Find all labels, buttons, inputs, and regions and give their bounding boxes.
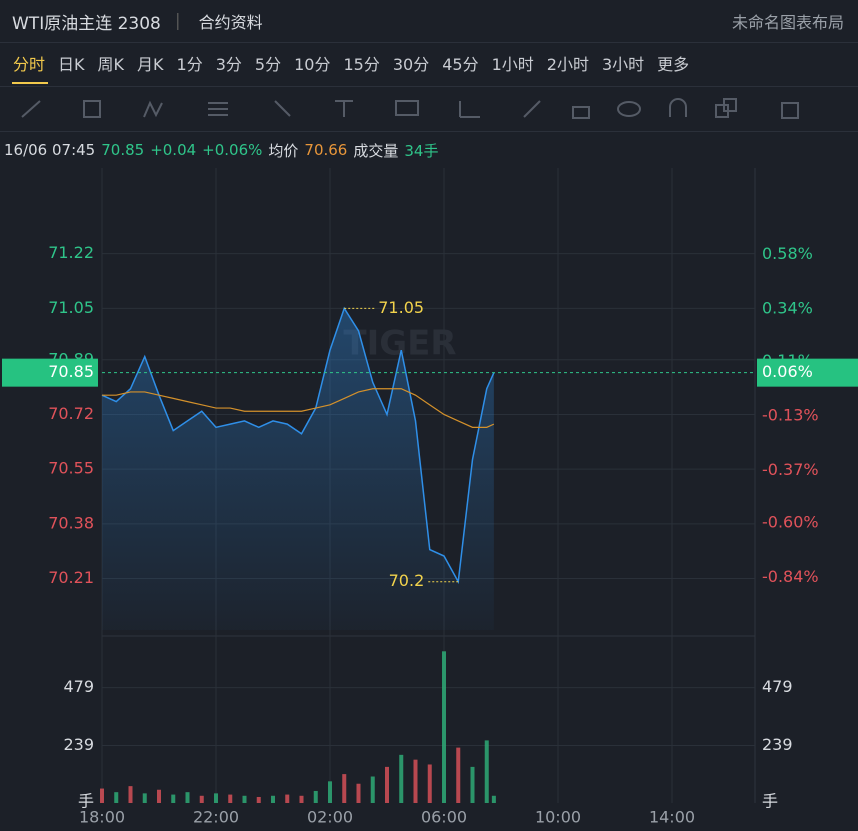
volume-bar	[427, 764, 432, 803]
y2-tick-label: -0.37%	[762, 460, 819, 479]
volume-bar	[199, 795, 204, 803]
volume-bar	[256, 796, 261, 803]
annotation-label: 71.05	[378, 298, 424, 317]
volume-bar	[356, 783, 361, 803]
watermark: TIGER	[343, 324, 456, 364]
period-tab[interactable]: 30分	[392, 55, 430, 74]
volume-bar	[128, 786, 133, 803]
x-tick-label: 18:00	[79, 808, 125, 827]
y2-tick-label: 0.11%	[762, 351, 813, 370]
y-tick-label: 70.89	[48, 349, 94, 368]
period-tab[interactable]: 45分	[442, 55, 479, 74]
toolbar-icons	[21, 98, 799, 119]
period-underline	[12, 82, 48, 84]
volume-bar	[228, 794, 233, 803]
volume-bar	[100, 788, 104, 803]
volume-bar	[214, 793, 218, 803]
period-tab[interactable]: 更多	[657, 55, 690, 74]
current-pct-label: 0.06%	[762, 362, 813, 381]
period-tab[interactable]: 2小时	[546, 55, 589, 74]
y2-tick-label: 0.34%	[762, 298, 813, 317]
volume-bar	[484, 740, 489, 803]
y-tick-label: 70.55	[48, 459, 94, 478]
current-tag	[757, 358, 858, 387]
y2-axis-unit: 手	[762, 792, 778, 811]
info-link[interactable]: 合约资料	[198, 13, 263, 32]
vol-label: 成交量	[353, 141, 399, 160]
x-tick-label: 14:00	[649, 808, 695, 827]
quote-change-pct: +0.06%	[202, 141, 263, 159]
y-tick-label: 239	[63, 735, 94, 754]
toolbar	[0, 86, 858, 132]
avg-value: 70.66	[304, 141, 348, 159]
layout-name[interactable]: 未命名图表布局	[731, 13, 844, 32]
volume-bar	[370, 776, 375, 803]
period-tab[interactable]: 周K	[97, 55, 125, 74]
title: WTI原油主连 2308	[12, 13, 161, 34]
y2-tick-label: -0.84%	[762, 567, 819, 586]
vol-value: 34手	[404, 141, 439, 160]
volume-bar	[399, 754, 404, 803]
period-tab[interactable]: 15分	[343, 55, 380, 74]
y-tick-label: 479	[63, 677, 94, 696]
volume-bar	[271, 795, 275, 803]
volume-bar	[470, 766, 475, 803]
volume-bar	[299, 795, 304, 803]
x-tick-label: 22:00	[193, 808, 239, 827]
volume-bar	[171, 794, 176, 803]
quote-bar: 16/06 07:45 70.85 +0.04 +0.06% 均价 70.66 …	[0, 138, 858, 162]
period-tab[interactable]: 3小时	[601, 55, 645, 74]
y-tick-label: 70.21	[48, 568, 94, 587]
period-tab[interactable]: 月K	[137, 55, 164, 74]
annotation-label: 70.2	[389, 571, 425, 590]
volume-bar	[491, 795, 496, 803]
y-tick-label: 70.38	[48, 513, 94, 532]
period-tab[interactable]: 5分	[254, 55, 282, 74]
avg-label: 均价	[268, 141, 299, 160]
volume-bar	[142, 793, 147, 803]
quote-time: 16/06 07:45	[4, 141, 96, 159]
y2-tick-label: -0.13%	[762, 405, 819, 424]
series-line	[101, 306, 495, 585]
x-tick-label: 10:00	[535, 808, 581, 827]
period-tab[interactable]: 分时	[13, 55, 46, 74]
volume-bar	[242, 795, 247, 803]
period-tab[interactable]: 1小时	[491, 55, 534, 74]
volume-bar	[342, 774, 347, 803]
y-tick-label: 70.72	[48, 404, 94, 423]
volume-bar	[442, 651, 446, 803]
quote-price: 70.85	[101, 141, 145, 159]
series-line	[102, 388, 495, 428]
y2-tick-label: 0.58%	[762, 244, 813, 263]
current-price-label: 70.85	[48, 362, 94, 381]
period-tab[interactable]: 日K	[58, 55, 85, 74]
y-axis-unit: 手	[78, 792, 94, 811]
x-tick-label: 06:00	[421, 808, 467, 827]
volume-bar	[114, 792, 119, 803]
volume-bar	[328, 781, 332, 803]
header: WTI原油主连 2308 | 合约资料 未命名图表布局	[0, 0, 858, 43]
volume-bar	[456, 747, 461, 803]
volume-bar	[285, 794, 290, 803]
price-area	[102, 308, 494, 630]
period-bar: 分时 日K 周K 月K 1分 3分 5分 10分 15分 30分 45分 1小时 2小时 3小时 更多	[0, 42, 858, 84]
y2-tick-label: 479	[762, 677, 793, 696]
quote-change: +0.04	[150, 141, 197, 159]
volume-bar	[185, 792, 190, 803]
y2-tick-label: 239	[762, 735, 793, 754]
x-tick-label: 02:00	[307, 808, 353, 827]
y-tick-label: 71.22	[48, 243, 94, 262]
volume-bar	[313, 790, 318, 803]
period-tab[interactable]: 3分	[215, 55, 242, 74]
period-tab[interactable]: 10分	[294, 55, 331, 74]
y-tick-label: 71.05	[48, 298, 94, 317]
volume-bar	[157, 789, 161, 803]
volume-bar	[385, 766, 389, 803]
y2-tick-label: -0.60%	[762, 512, 819, 531]
volume-bar	[413, 759, 418, 803]
period-tab[interactable]: 1分	[176, 55, 203, 74]
current-tag	[2, 358, 98, 387]
